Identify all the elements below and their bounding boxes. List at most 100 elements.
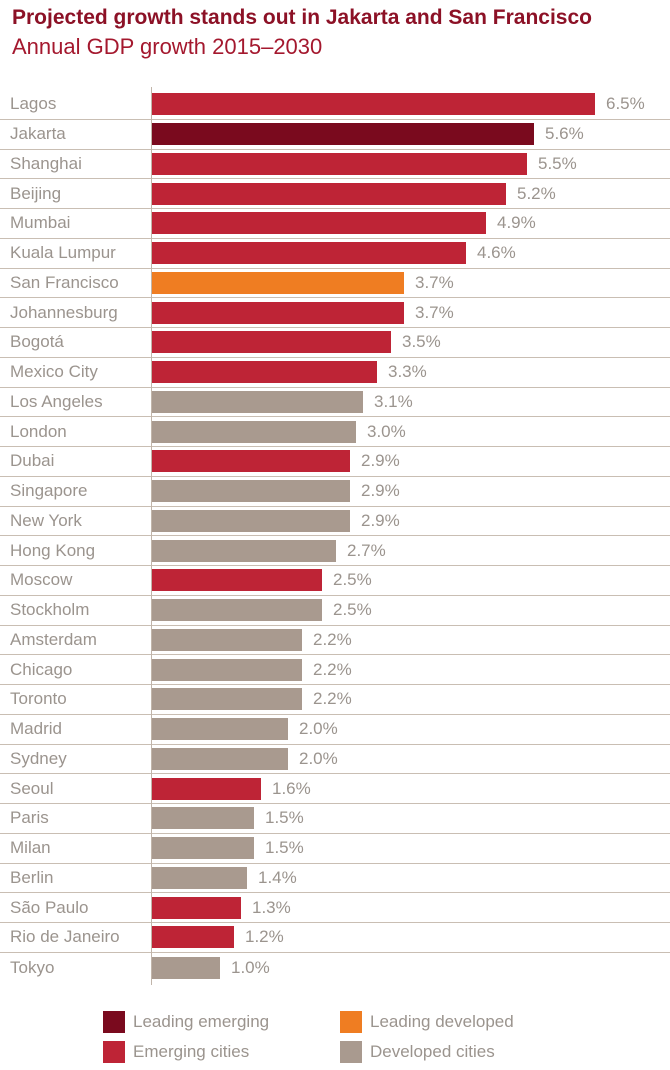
value-label: 1.5%	[265, 838, 304, 858]
city-label: São Paulo	[10, 897, 89, 917]
chart-row: Lagos 6.5%	[0, 90, 670, 120]
axis-baseline	[151, 87, 152, 985]
bar-track: 2.9%	[152, 477, 670, 506]
bar	[152, 242, 466, 265]
chart-row: Mumbai 4.9%	[0, 209, 670, 239]
bar-track: 3.0%	[152, 417, 670, 446]
bar	[152, 658, 302, 681]
bar	[152, 182, 506, 205]
bar-track: 6.5%	[152, 90, 670, 119]
bar-track: 1.5%	[152, 804, 670, 833]
value-label: 3.3%	[388, 362, 427, 382]
chart-row: Seoul 1.6%	[0, 774, 670, 804]
chart-row: Tokyo 1.0%	[0, 953, 670, 983]
bar	[152, 480, 350, 503]
legend-item: Emerging cities	[103, 1037, 340, 1067]
chart-row: London 3.0%	[0, 417, 670, 447]
value-label: 2.7%	[347, 540, 386, 560]
city-label: Paris	[10, 808, 49, 828]
chart-row: San Francisco 3.7%	[0, 269, 670, 299]
chart-row: Jakarta 5.6%	[0, 120, 670, 150]
value-label: 3.1%	[374, 391, 413, 411]
chart-row: Amsterdam 2.2%	[0, 626, 670, 656]
value-label: 2.0%	[299, 719, 338, 739]
chart-row: Stockholm 2.5%	[0, 596, 670, 626]
bar-track: 5.6%	[152, 120, 670, 149]
bar-track: 1.2%	[152, 923, 670, 952]
bar-track: 2.0%	[152, 715, 670, 744]
bar	[152, 152, 527, 175]
bar-track: 2.5%	[152, 596, 670, 625]
bar-track: 2.0%	[152, 745, 670, 774]
chart-row: Dubai 2.9%	[0, 447, 670, 477]
city-label: Toronto	[10, 689, 67, 709]
value-label: 1.6%	[272, 778, 311, 798]
chart-row: São Paulo 1.3%	[0, 893, 670, 923]
city-label: Hong Kong	[10, 540, 96, 560]
bar	[152, 361, 377, 384]
value-label: 2.5%	[333, 570, 372, 590]
city-label: Seoul	[10, 778, 54, 798]
chart-row: New York 2.9%	[0, 507, 670, 537]
chart-legend: Leading emerging Emerging cities Leading d…	[103, 1007, 514, 1067]
bar	[152, 420, 356, 443]
value-label: 5.5%	[538, 153, 577, 173]
bar	[152, 718, 288, 741]
chart-row: Toronto 2.2%	[0, 685, 670, 715]
bar-track: 4.6%	[152, 239, 670, 268]
bar	[152, 866, 247, 889]
chart-row: Madrid 2.0%	[0, 715, 670, 745]
chart-row: Paris 1.5%	[0, 804, 670, 834]
bar	[152, 688, 302, 711]
bar	[152, 123, 534, 146]
bar-track: 1.5%	[152, 834, 670, 863]
value-label: 3.0%	[367, 421, 406, 441]
legend-swatch	[340, 1041, 362, 1063]
bar	[152, 271, 404, 294]
bar	[152, 390, 363, 413]
chart-row: Los Angeles 3.1%	[0, 388, 670, 418]
city-label: Los Angeles	[10, 391, 103, 411]
bar-track: 2.2%	[152, 655, 670, 684]
legend-label: Emerging cities	[133, 1042, 250, 1061]
city-label: Johannesburg	[10, 302, 118, 322]
chart-row: Moscow 2.5%	[0, 566, 670, 596]
city-label: Shanghai	[10, 153, 82, 173]
value-label: 2.2%	[313, 659, 352, 679]
chart-row: Mexico City 3.3%	[0, 358, 670, 388]
value-label: 1.0%	[231, 957, 270, 977]
bar	[152, 837, 254, 860]
bar	[152, 956, 220, 979]
city-label: Berlin	[10, 867, 54, 887]
legend-swatch	[103, 1011, 125, 1033]
city-label: Moscow	[10, 570, 73, 590]
bar-track: 2.7%	[152, 536, 670, 565]
value-label: 1.4%	[258, 867, 297, 887]
bar	[152, 212, 486, 235]
city-label: Sydney	[10, 748, 67, 768]
city-label: Kuala Lumpur	[10, 243, 116, 263]
bar	[152, 599, 322, 622]
value-label: 1.3%	[252, 897, 291, 917]
value-label: 6.5%	[606, 94, 645, 114]
value-label: 1.2%	[245, 927, 284, 947]
value-label: 5.2%	[517, 183, 556, 203]
city-label: Jakarta	[10, 124, 66, 144]
value-label: 4.9%	[497, 213, 536, 233]
value-label: 2.9%	[361, 451, 400, 471]
value-label: 1.5%	[265, 808, 304, 828]
bar-track: 4.9%	[152, 209, 670, 238]
chart-row: Hong Kong 2.7%	[0, 536, 670, 566]
value-label: 4.6%	[477, 243, 516, 263]
chart-row: Milan 1.5%	[0, 834, 670, 864]
bar-track: 1.4%	[152, 864, 670, 893]
bar-track: 5.2%	[152, 179, 670, 208]
bar-track: 2.9%	[152, 447, 670, 476]
bar-track: 3.5%	[152, 328, 670, 357]
bar-track: 3.1%	[152, 388, 670, 417]
chart-row: Sydney 2.0%	[0, 745, 670, 775]
city-label: London	[10, 421, 67, 441]
bar-track: 3.7%	[152, 298, 670, 327]
bar	[152, 628, 302, 651]
bar	[152, 93, 595, 116]
